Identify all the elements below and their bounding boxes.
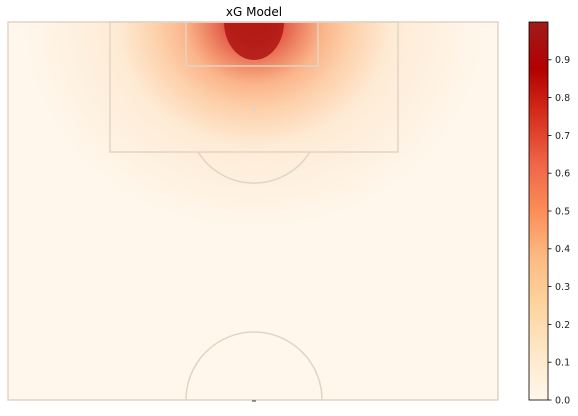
penalty-spot bbox=[251, 106, 257, 112]
heatmap-area bbox=[8, 22, 498, 400]
heatmap-gradient bbox=[8, 22, 498, 400]
six-yard-box bbox=[185, 21, 319, 67]
colorbar-tick-label: 0.1 bbox=[555, 358, 570, 369]
chart-title: xG Model bbox=[226, 5, 282, 19]
xg-hotspot-core bbox=[224, 22, 284, 60]
penalty-arc bbox=[197, 151, 311, 184]
pitch-lines bbox=[7, 21, 499, 401]
colorbar-tick-label: 0.3 bbox=[555, 282, 570, 293]
colorbar-tick-label: 0.0 bbox=[555, 395, 570, 406]
colorbar-tick-label: 0.5 bbox=[555, 206, 570, 217]
colorbar-tick-label: 0.2 bbox=[555, 320, 570, 331]
colorbar-gradient bbox=[528, 21, 549, 401]
colorbar-tick-label: 0.9 bbox=[555, 55, 570, 66]
colorbar-tick-label: 0.6 bbox=[555, 169, 570, 180]
colorbar-ticks: 0.0 0.1 0.2 0.3 0.4 0.5 0.6 0.7 0.8 0.9 bbox=[548, 55, 570, 406]
colorbar-tick-label: 0.4 bbox=[555, 244, 570, 255]
colorbar-tick-label: 0.8 bbox=[555, 93, 570, 104]
center-circle bbox=[185, 331, 323, 401]
colorbar-tick-label: 0.7 bbox=[555, 131, 570, 142]
colorbar: 0.0 0.1 0.2 0.3 0.4 0.5 0.6 0.7 0.8 0.9 bbox=[528, 21, 570, 406]
